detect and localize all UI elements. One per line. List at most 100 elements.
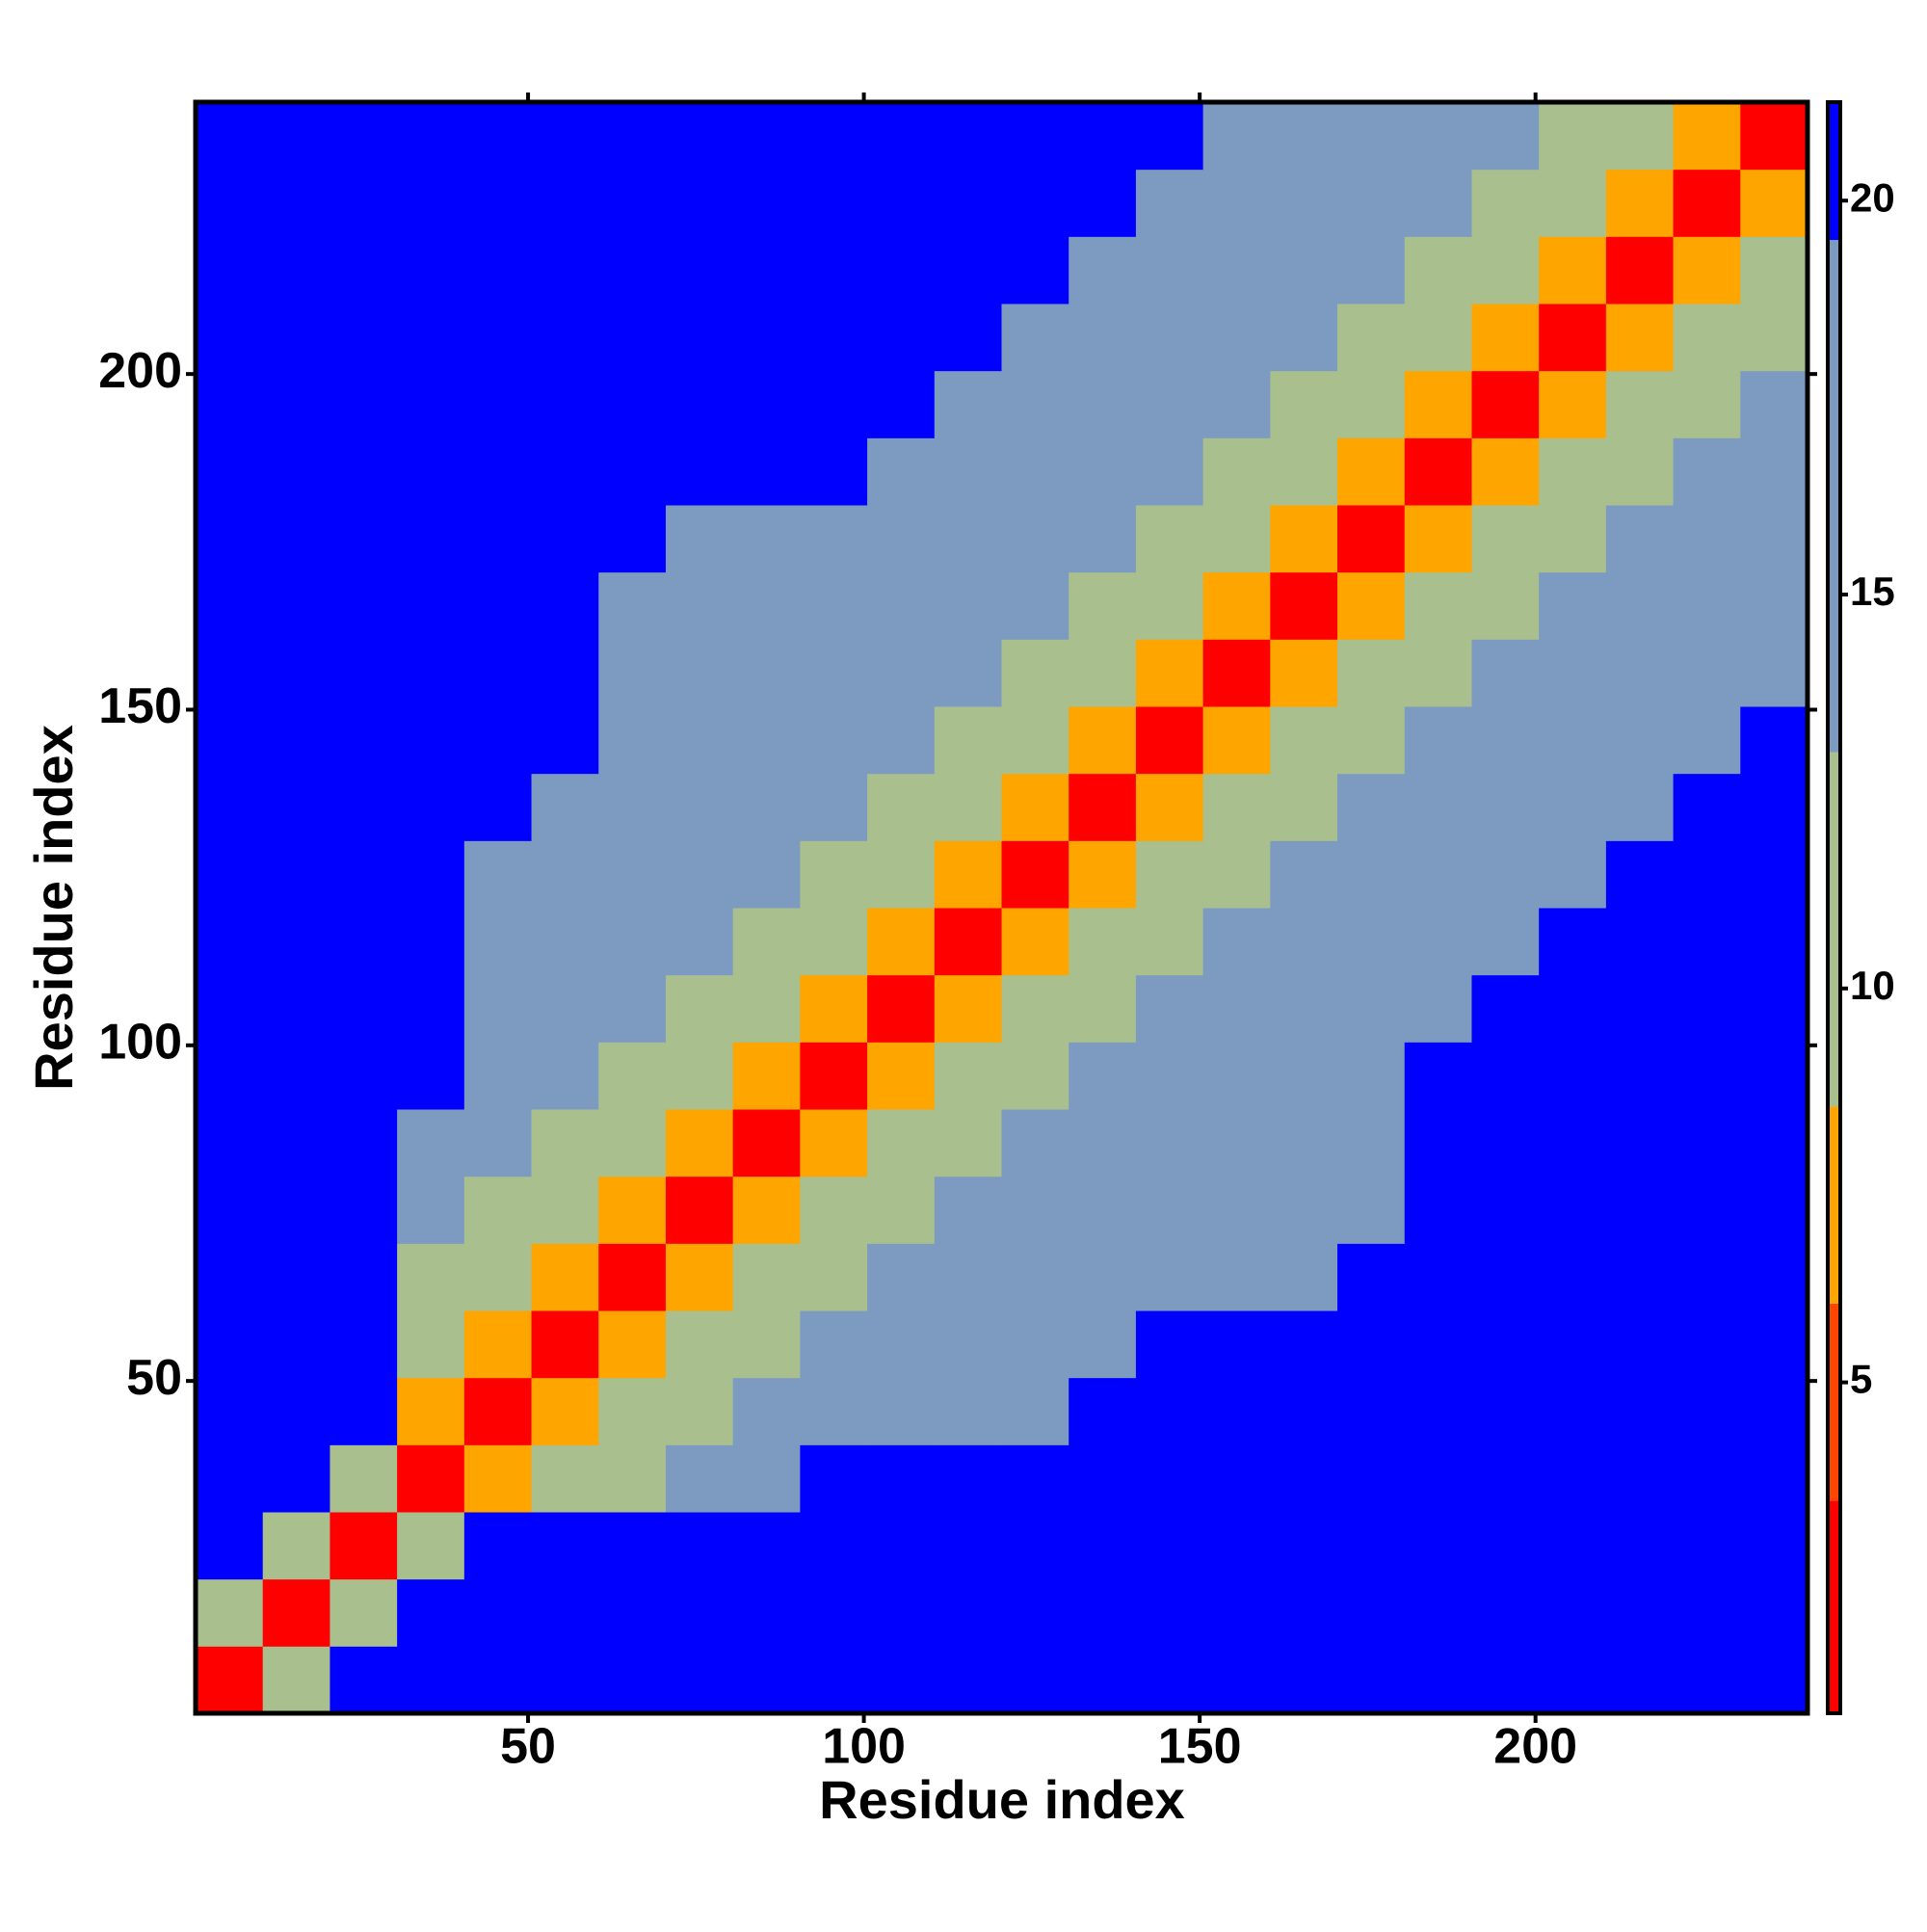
heatmap-cell xyxy=(463,571,533,640)
heatmap-cell xyxy=(196,370,264,438)
heatmap-cell xyxy=(800,1310,868,1379)
heatmap-cell xyxy=(1337,974,1406,1043)
heatmap-cell xyxy=(1202,1310,1271,1379)
heatmap-cell xyxy=(800,370,868,438)
heatmap-cell xyxy=(330,1176,398,1244)
heatmap-cell xyxy=(1270,1243,1338,1311)
heatmap-cell xyxy=(262,974,330,1043)
colorbar-band xyxy=(1828,752,1840,1107)
heatmap-cell xyxy=(1202,1646,1271,1714)
heatmap-cell xyxy=(1539,1176,1607,1244)
heatmap-cell xyxy=(463,437,533,506)
heatmap-cell xyxy=(262,840,330,909)
heatmap-cell xyxy=(1740,304,1808,372)
heatmap-cell xyxy=(1001,437,1069,506)
heatmap-cell xyxy=(732,908,801,976)
heatmap-cell xyxy=(1539,370,1607,438)
heatmap-cell xyxy=(262,1176,330,1244)
heatmap-cell xyxy=(1673,908,1741,976)
heatmap-cell xyxy=(1270,304,1338,372)
heatmap-cell xyxy=(1202,1512,1271,1580)
heatmap-cell xyxy=(665,1176,734,1244)
heatmap-cell xyxy=(1740,639,1808,707)
heatmap-cell xyxy=(800,1444,868,1513)
heatmap-cell xyxy=(1605,1109,1675,1178)
heatmap-cell xyxy=(397,1042,465,1110)
heatmap-cell xyxy=(1270,773,1338,841)
heatmap-cell xyxy=(1404,102,1472,171)
heatmap-cell xyxy=(665,1512,734,1580)
heatmap-cell xyxy=(1202,974,1271,1043)
heatmap-cell xyxy=(262,908,330,976)
heatmap-cell xyxy=(1740,1646,1808,1714)
heatmap-cell xyxy=(1605,169,1675,237)
heatmap-cell xyxy=(665,974,734,1043)
heatmap-cell xyxy=(531,840,599,909)
heatmap-cell xyxy=(1605,571,1675,640)
heatmap-cell xyxy=(1270,840,1338,909)
heatmap-cell xyxy=(262,102,330,171)
heatmap-cell xyxy=(1001,1243,1069,1311)
heatmap-cell xyxy=(330,706,398,775)
heatmap-cell xyxy=(196,1176,264,1244)
heatmap-cell xyxy=(1270,505,1338,573)
heatmap-cell xyxy=(1202,437,1271,506)
heatmap-cell xyxy=(1337,102,1406,171)
heatmap-cell xyxy=(531,437,599,506)
heatmap-cell xyxy=(1740,1578,1808,1647)
heatmap-cell xyxy=(1337,773,1406,841)
heatmap-cell xyxy=(732,1646,801,1714)
heatmap-cell xyxy=(1605,840,1675,909)
heatmap-cell xyxy=(262,1512,330,1580)
heatmap-cell xyxy=(1135,1243,1204,1311)
heatmap-cell xyxy=(1605,1176,1675,1244)
heatmap-cell xyxy=(1001,639,1069,707)
heatmap-cell xyxy=(867,236,936,304)
heatmap-cell xyxy=(1270,102,1338,171)
heatmap-cell xyxy=(1673,1310,1741,1379)
heatmap-cell xyxy=(1404,908,1472,976)
heatmap-cell xyxy=(1404,1512,1472,1580)
heatmap-cell xyxy=(1001,169,1069,237)
heatmap-cell xyxy=(1270,236,1338,304)
heatmap-cell xyxy=(1404,1176,1472,1244)
heatmap-cell xyxy=(800,1512,868,1580)
heatmap-cell xyxy=(1202,1243,1271,1311)
heatmap-cell xyxy=(598,1176,667,1244)
heatmap-cell xyxy=(867,1109,936,1178)
heatmap-cell xyxy=(934,908,1002,976)
heatmap-cell xyxy=(1135,571,1204,640)
heatmap-cell xyxy=(397,437,465,506)
heatmap-cell xyxy=(397,908,465,976)
heatmap-cell xyxy=(1135,1377,1204,1445)
heatmap-cell xyxy=(1202,773,1271,841)
heatmap-cell xyxy=(598,505,667,573)
heatmap-cell xyxy=(1001,1377,1069,1445)
heatmap-cell xyxy=(800,236,868,304)
heatmap-cell xyxy=(1673,1176,1741,1244)
heatmap-cell xyxy=(1471,1109,1540,1178)
heatmap-cell xyxy=(1471,1512,1540,1580)
heatmap-cell xyxy=(1605,639,1675,707)
heatmap-cell xyxy=(262,1377,330,1445)
heatmap-cell xyxy=(463,1377,533,1445)
heatmap-cell xyxy=(1740,571,1808,640)
heatmap-cell xyxy=(1135,908,1204,976)
heatmap-cell xyxy=(934,840,1002,909)
heatmap-cell xyxy=(1539,437,1607,506)
heatmap-cell xyxy=(1740,169,1808,237)
heatmap-cell xyxy=(1471,840,1540,909)
heatmap-cell xyxy=(463,1646,533,1714)
heatmap-cell xyxy=(1270,639,1338,707)
heatmap-cell xyxy=(1539,908,1607,976)
heatmap-cell xyxy=(196,908,264,976)
x-tick-label: 100 xyxy=(822,1719,906,1775)
heatmap-cell xyxy=(1135,1512,1204,1580)
colorbar-tick-label: 10 xyxy=(1850,963,1895,1008)
heatmap-cell xyxy=(1202,102,1271,171)
heatmap-cell xyxy=(867,1646,936,1714)
heatmap-cell xyxy=(598,840,667,909)
heatmap-cell xyxy=(1673,1377,1741,1445)
heatmap-cell xyxy=(1740,1042,1808,1110)
